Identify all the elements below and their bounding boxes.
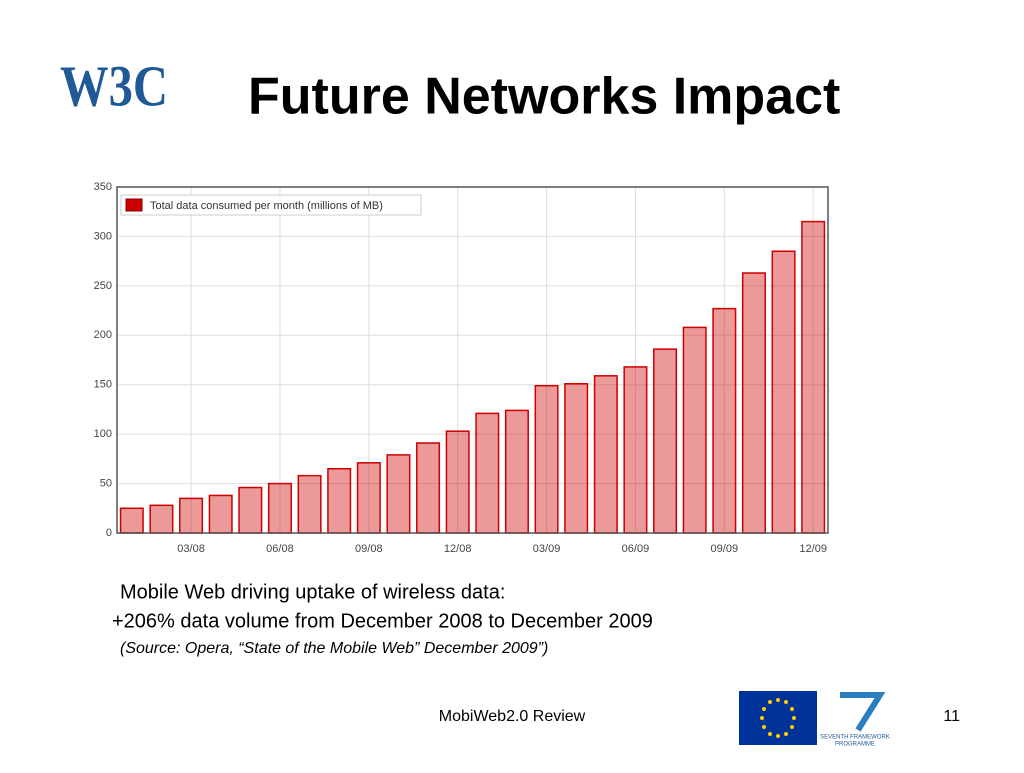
page-number: 11 [943, 708, 960, 725]
bar [356, 462, 381, 534]
y-tick-label: 50 [100, 477, 112, 489]
x-tick-label: 12/08 [444, 543, 472, 555]
bar [801, 220, 826, 534]
footer-text: MobiWeb2.0 Review [439, 708, 586, 725]
bar [445, 430, 470, 534]
bar [267, 482, 292, 534]
bar [149, 504, 174, 534]
bar [593, 375, 618, 534]
y-tick-label: 300 [94, 230, 112, 242]
bar [327, 467, 352, 534]
y-tick-label: 100 [94, 428, 112, 440]
eu-stars [760, 698, 796, 738]
x-tick-label: 06/08 [266, 543, 294, 555]
slide-title: Future Networks Impact [248, 68, 840, 126]
bar [653, 348, 678, 534]
bar [534, 384, 559, 534]
bar [119, 507, 144, 534]
bar [682, 326, 707, 534]
x-tick-label: 03/09 [533, 543, 561, 555]
bar [238, 486, 263, 534]
caption-line: Mobile Web driving uptake of wireless da… [120, 581, 505, 603]
legend-swatch [125, 198, 143, 212]
caption-line: +206% data volume from December 2008 to … [112, 610, 653, 632]
bar [771, 250, 796, 534]
plot-area [117, 187, 828, 533]
bar [208, 494, 233, 534]
bar [623, 366, 648, 534]
y-tick-label: 150 [94, 379, 112, 391]
x-tick-label: 09/08 [355, 543, 383, 555]
legend-box [120, 194, 422, 216]
bar [179, 497, 204, 534]
y-tick-label: 0 [106, 527, 112, 539]
logo: W3C [60, 53, 168, 118]
y-tick-label: 250 [94, 280, 112, 292]
fp7-text: PROGRAMME [835, 742, 875, 748]
fp7-logo [840, 692, 886, 732]
x-tick-label: 06/09 [622, 543, 650, 555]
y-tick-label: 200 [94, 329, 112, 341]
y-tick-label: 350 [94, 181, 112, 193]
bar [504, 409, 529, 534]
source: (Source: Opera, “State of the Mobile Web… [120, 640, 548, 657]
bar [297, 474, 322, 534]
legend-label: Total data consumed per month (millions … [150, 200, 383, 212]
x-tick-label: 09/09 [711, 543, 739, 555]
fp7-text: SEVENTH FRAMEWORK [820, 735, 890, 741]
x-tick-label: 03/08 [177, 543, 205, 555]
bar [741, 272, 766, 534]
plot-frame [116, 186, 829, 534]
bar [564, 382, 589, 534]
bar [475, 412, 500, 534]
chart: 0 50 100 150 200 250 300 350 03/08 06/08 09/08 12/0… [94, 181, 829, 555]
bar [386, 454, 411, 534]
bar [416, 442, 441, 534]
x-tick-label: 12/09 [799, 543, 827, 555]
bar [712, 307, 737, 534]
